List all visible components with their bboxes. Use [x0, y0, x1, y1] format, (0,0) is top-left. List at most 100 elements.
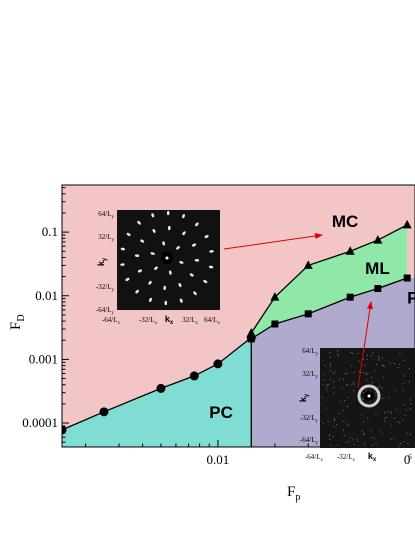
- speckle: [358, 371, 360, 373]
- square-marker: [403, 274, 411, 282]
- speckle: [365, 389, 367, 391]
- speckle: [342, 410, 344, 412]
- square-marker: [346, 293, 354, 301]
- speckle: [329, 434, 331, 436]
- speckle: [366, 358, 368, 360]
- speckle: [410, 403, 412, 405]
- speckle: [353, 372, 355, 374]
- mc-inset: -64/Lx -32/Lx 32/Lx 64/Lx 64/Ly 32/Ly -32/Ly -6…: [96, 210, 220, 326]
- bragg-peak: [151, 213, 155, 218]
- inset-y-tick-label: 64/Ly: [302, 347, 318, 357]
- speckle: [383, 376, 385, 378]
- speckle: [322, 422, 324, 424]
- speckle: [403, 404, 405, 406]
- speckle: [371, 436, 373, 438]
- speckle: [378, 356, 380, 358]
- bragg-peak: [150, 252, 155, 255]
- bragg-peak: [191, 243, 197, 247]
- speckle: [342, 429, 344, 431]
- inset-x-tick-label: 32/Lx: [182, 316, 198, 326]
- speckle: [377, 386, 379, 388]
- speckle: [332, 392, 334, 394]
- y-axis-title: FD: [8, 314, 27, 330]
- speckle: [409, 399, 411, 401]
- speckle: [330, 445, 332, 447]
- speckle: [365, 379, 367, 381]
- triangle-marker: [402, 219, 412, 229]
- speckle: [381, 357, 383, 359]
- speckle: [378, 358, 380, 360]
- speckle: [402, 389, 404, 391]
- speckle: [408, 368, 410, 370]
- bragg-peak: [195, 222, 199, 227]
- speckle: [390, 438, 392, 440]
- speckle: [366, 374, 368, 376]
- inset-y-tick-label: -32/Ly: [96, 283, 115, 293]
- speckle: [346, 423, 348, 425]
- bragg-peak: [152, 228, 156, 234]
- speckle: [332, 373, 334, 375]
- speckle: [346, 441, 348, 443]
- speckle: [362, 358, 364, 360]
- speckle: [351, 384, 353, 386]
- speckle: [357, 353, 359, 355]
- plot-frame: [61, 184, 415, 448]
- region-label-p: P: [407, 289, 415, 308]
- series-line-circle: [62, 337, 252, 431]
- x-tick-label: 0: [404, 452, 411, 467]
- speckle: [382, 397, 384, 399]
- speckle: [384, 420, 386, 422]
- triangle-marker: [246, 327, 256, 337]
- bragg-peak: [178, 282, 182, 288]
- speckle: [324, 364, 326, 366]
- speckle: [344, 400, 346, 402]
- bragg-peak: [179, 261, 184, 264]
- series-line-triangle: [250, 224, 408, 334]
- speckle: [399, 422, 401, 424]
- speckle: [326, 383, 328, 385]
- y-tick-label: 0.1: [42, 224, 58, 239]
- speckle: [333, 381, 335, 383]
- bragg-peak: [179, 298, 183, 303]
- speckle: [363, 420, 365, 422]
- region-pc: [62, 337, 252, 447]
- speckle: [408, 381, 410, 383]
- square-marker: [271, 320, 279, 328]
- inset-x-tick-label: -32/Lx: [139, 316, 158, 326]
- speckle: [334, 419, 336, 421]
- speckle: [362, 398, 364, 400]
- speckle: [402, 441, 404, 443]
- speckle: [347, 425, 349, 427]
- x-axis-title: Fp: [287, 484, 300, 503]
- circle-marker: [62, 425, 67, 435]
- speckle: [364, 372, 366, 374]
- inset-x-tick-label: -32/Lx: [337, 453, 356, 463]
- speckle: [379, 429, 381, 431]
- circle-marker: [213, 359, 223, 369]
- bragg-peak: [125, 277, 130, 281]
- speckle: [363, 433, 365, 435]
- x-tick-label: 0.01: [207, 452, 230, 467]
- speckle: [352, 439, 354, 441]
- speckle: [370, 376, 372, 378]
- speckle: [409, 408, 411, 410]
- bragg-peak: [167, 225, 171, 231]
- speckle: [390, 425, 392, 427]
- speckle: [383, 412, 385, 414]
- speckle: [347, 406, 349, 408]
- speckle: [356, 438, 358, 440]
- speckle: [404, 415, 406, 417]
- speckle: [333, 418, 335, 420]
- inset-x-tick-label: -64/Lx: [102, 316, 121, 326]
- speckle: [373, 437, 375, 439]
- square-marker: [247, 335, 255, 343]
- bragg-peak: [149, 297, 152, 302]
- region-label-ml: ML: [365, 259, 390, 278]
- speckle: [372, 352, 374, 354]
- circle-marker: [156, 383, 166, 393]
- speckle: [398, 445, 400, 447]
- speckle: [361, 430, 363, 432]
- speckle: [388, 397, 390, 399]
- speckle: [347, 383, 349, 385]
- series-line-square: [250, 277, 408, 340]
